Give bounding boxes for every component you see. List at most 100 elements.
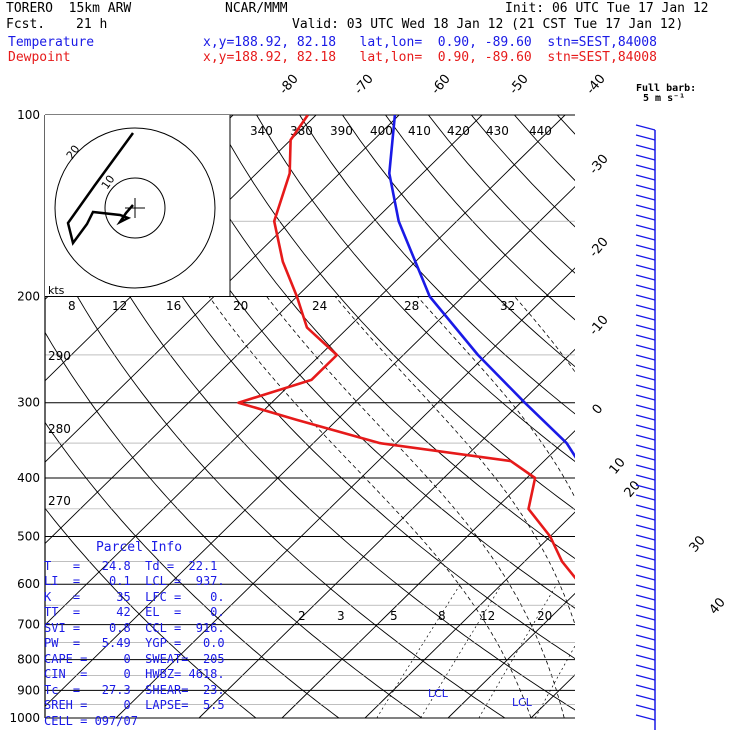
isotherm-label: -70 [352, 72, 377, 98]
pressure-tick-label: 700 [17, 618, 40, 632]
wind-barb [635, 374, 656, 381]
hodo-speed-label: 32 [500, 299, 515, 313]
parcel-info-row: TT = 42 EL = 0. [44, 605, 225, 619]
wind-barb [635, 674, 656, 681]
forecast-hour: 21 h [76, 17, 108, 32]
mixing-ratio-label: 2 [298, 609, 306, 623]
moist-adiabat [621, 297, 700, 719]
wind-barb [635, 514, 656, 521]
parcel-info-row: CAPE = 0 SWEAT= 205 [44, 651, 225, 666]
parcel-info-row: CELL = 097/07 [44, 713, 138, 728]
wind-barb [635, 244, 656, 251]
pressure-tick-label: 200 [17, 290, 40, 304]
theta-label: 270 [48, 494, 71, 508]
wind-barb [635, 464, 656, 471]
wind-barb [635, 714, 656, 721]
isotherm [530, 674, 575, 719]
isotherm-label: 10 [607, 455, 629, 477]
dry-adiabat [256, 115, 575, 463]
wind-barb [635, 614, 656, 621]
wind-barb [635, 364, 656, 371]
isotherm [45, 115, 566, 626]
pressure-tick-label: 400 [17, 471, 40, 485]
parcel-info-row: PW = 5.49 YGP = 0.0 [44, 636, 225, 650]
wind-barb [635, 344, 656, 351]
theta-label: 280 [48, 422, 71, 436]
hodo-ring [54, 127, 216, 289]
lcl-label: LCL [428, 687, 449, 700]
wind-barb [635, 544, 656, 551]
profile-lines [237, 115, 575, 580]
wind-barb [635, 394, 656, 401]
dry-adiabat [643, 115, 740, 718]
parcel-info-row: SVI = 0.8 CCL = 916. [44, 620, 225, 635]
wind-barb [635, 574, 656, 581]
wind-barb [635, 624, 656, 631]
pressure-tick-label: 600 [17, 577, 40, 591]
hodo-ring [104, 177, 166, 239]
wind-barb [635, 254, 656, 261]
hodo-speed-label: 16 [166, 299, 181, 313]
wind-barb [635, 564, 656, 571]
wind-barbs [635, 124, 656, 730]
wind-barb [635, 604, 656, 611]
mixing-ratio-label: 3 [337, 609, 345, 623]
hodo-speed-label: 28 [404, 299, 419, 313]
wind-barb [635, 554, 656, 561]
hodo-unit-label: kts [48, 284, 65, 297]
moist-adiabat [208, 296, 532, 719]
isotherm-label: -30 [587, 152, 612, 178]
center-name: NCAR/MMM [225, 1, 288, 16]
parcel-info-row: T = 24.8 Td = 22.1 [44, 558, 218, 573]
wind-barb [635, 224, 656, 231]
wind-barb [635, 134, 656, 141]
theta-label: 340 [250, 124, 273, 138]
wind-barb [635, 444, 656, 451]
valid-time: Valid: 03 UTC Wed 18 Jan 12 (21 CST Tue … [292, 17, 684, 32]
pressure-tick-label: 1000 [9, 711, 40, 725]
lcl-label: LCL [512, 696, 533, 709]
isotherm-label: -10 [587, 313, 612, 339]
location-line-dew: x,y=188.92, 82.18 lat,lon= 0.90, -89.60 … [203, 50, 657, 65]
pressure-tick-label: 300 [17, 396, 40, 410]
wind-barb [635, 424, 656, 431]
isotherm [364, 511, 575, 719]
theta-label: 410 [408, 124, 431, 138]
wind-barb [635, 524, 656, 531]
isotherm [281, 430, 575, 719]
dry-adiabat [342, 115, 575, 368]
location-line-temp: x,y=188.92, 82.18 lat,lon= 0.90, -89.60 … [203, 35, 657, 50]
dry-adiabat [213, 115, 575, 511]
dry-adiabat [729, 115, 740, 718]
dry-adiabat [686, 115, 740, 718]
parcel-info-rows: T = 24.8 Td = 22.1 LI = 0.1 LCL = 937. K =… [44, 559, 234, 730]
hodo-speed-label: 12 [112, 299, 127, 313]
mixing-ratio-label: 20 [537, 609, 552, 623]
dry-adiabat [299, 115, 575, 415]
isotherm-label: 20 [622, 478, 644, 500]
wind-barb [635, 324, 656, 331]
wind-barb [635, 404, 656, 411]
hodo-speed-label: 24 [312, 299, 327, 313]
wind-barb [635, 384, 656, 391]
dry-adiabat [471, 115, 575, 228]
wind-barb [635, 264, 656, 271]
barb-legend-unit: 5 m s⁻¹ [643, 93, 686, 104]
wind-barb [635, 284, 656, 291]
wind-barb [635, 314, 656, 321]
wind-barb [635, 474, 656, 481]
theta-label: 430 [486, 124, 509, 138]
isotherm [115, 267, 575, 719]
wind-barb [635, 584, 656, 591]
wind-barb [635, 654, 656, 661]
parcel-info-row: K = 35 LFC = 0. [44, 589, 225, 604]
dry-adiabat [600, 115, 740, 718]
wind-barb [635, 334, 656, 341]
moist-adiabat [417, 296, 575, 499]
barb-legend-title: Full barb: [636, 83, 697, 94]
pressure-tick-label: 500 [17, 529, 40, 543]
mixing-ratio-line [420, 584, 503, 719]
wind-barb [635, 694, 656, 701]
